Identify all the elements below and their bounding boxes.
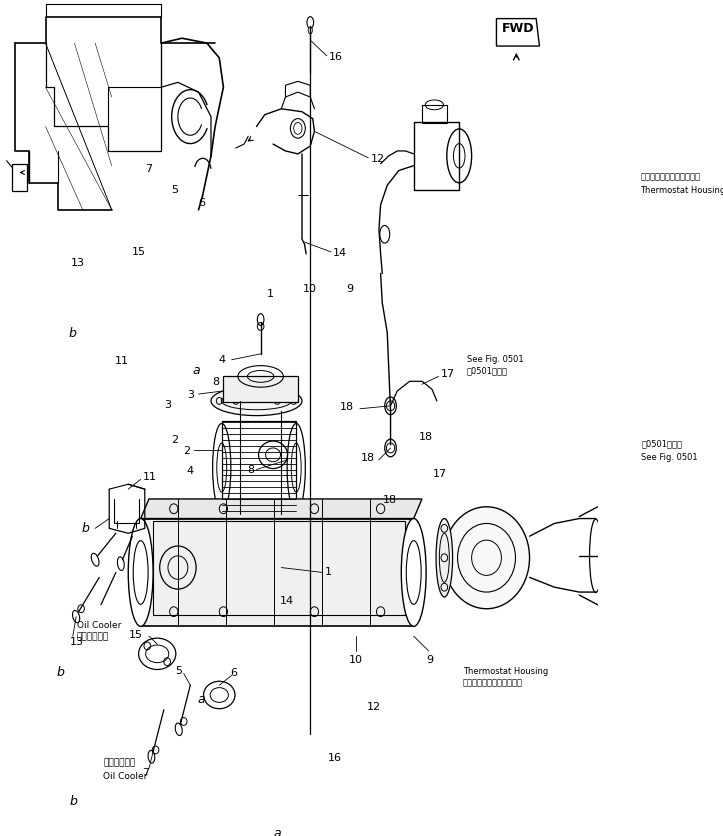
Text: オイルクーラ: オイルクーラ [103,757,136,767]
Text: 10: 10 [303,283,317,293]
Text: b: b [82,521,90,534]
Text: 8: 8 [248,464,254,474]
Text: 2: 2 [171,434,179,444]
Ellipse shape [308,28,312,35]
Text: 11: 11 [143,472,157,482]
Text: 18: 18 [419,431,433,441]
Text: 9: 9 [346,283,354,293]
Text: 8: 8 [212,377,219,387]
Text: 3: 3 [164,399,171,409]
Text: 5: 5 [171,185,178,195]
Text: 14: 14 [333,247,347,257]
Text: 6: 6 [198,198,205,208]
Text: 13: 13 [71,257,85,268]
Polygon shape [141,519,414,627]
Text: b: b [57,665,64,679]
Bar [414,122,459,191]
Text: 15: 15 [132,247,145,257]
Text: 11: 11 [115,355,129,365]
Polygon shape [141,499,422,519]
Bar [222,421,296,514]
Text: 9: 9 [427,654,434,664]
Text: 5: 5 [175,665,182,675]
Text: 1: 1 [325,566,332,576]
Text: Thermostat Housing: Thermostat Housing [641,186,723,195]
Text: Oil Cooler: Oil Cooler [103,771,147,780]
Bar [153,521,406,614]
Text: See Fig. 0501: See Fig. 0501 [466,354,523,364]
Text: オイルクーラ: オイルクーラ [77,631,109,640]
Ellipse shape [128,519,153,627]
Text: 3: 3 [187,390,194,400]
Text: See Fig. 0501: See Fig. 0501 [641,453,698,461]
Text: 4: 4 [186,466,193,476]
Text: a: a [197,691,205,705]
Text: 2: 2 [183,446,190,456]
Text: 4: 4 [219,354,226,364]
Ellipse shape [436,519,453,597]
Text: 第0501図参照: 第0501図参照 [641,439,683,448]
Text: 18: 18 [382,495,397,505]
Text: 第0501図参照: 第0501図参照 [466,366,508,375]
Text: 6: 6 [231,668,238,678]
Text: FWD: FWD [502,22,534,34]
Text: 16: 16 [328,52,343,62]
Text: 7: 7 [145,164,152,174]
Text: 16: 16 [328,752,342,762]
Text: 14: 14 [280,595,294,605]
Text: 1: 1 [267,288,274,298]
Text: サーモスタットハウジング: サーモスタットハウジング [463,677,523,686]
Circle shape [443,507,529,609]
Ellipse shape [401,519,426,627]
Text: b: b [69,326,77,339]
Text: b: b [69,794,77,808]
Text: 18: 18 [361,452,375,462]
Text: Oil Cooler: Oil Cooler [77,620,121,629]
Polygon shape [497,19,539,47]
Bar [422,105,447,124]
Ellipse shape [211,387,302,416]
Bar [12,165,27,192]
Bar [223,377,298,402]
Text: 17: 17 [433,469,448,479]
Text: a: a [273,826,281,836]
Text: 18: 18 [340,401,354,411]
Text: 12: 12 [367,701,382,711]
Text: 12: 12 [371,154,385,164]
Text: 13: 13 [69,636,83,646]
Text: 15: 15 [129,630,143,640]
Text: Thermostat Housing: Thermostat Housing [463,665,548,675]
Text: a: a [192,364,200,377]
Text: 7: 7 [142,767,149,777]
Text: サーモスタットハウジング: サーモスタットハウジング [641,171,701,181]
Text: 17: 17 [441,369,455,379]
Text: 10: 10 [348,654,363,664]
